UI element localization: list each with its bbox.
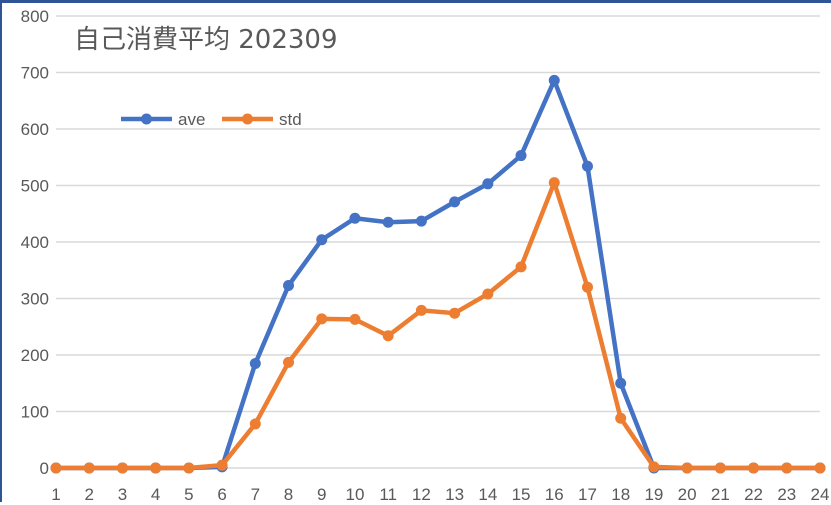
data-point-marker (515, 261, 527, 273)
x-tick-label: 2 (84, 485, 93, 504)
y-tick-label: 700 (21, 64, 49, 83)
x-tick-label: 17 (578, 485, 597, 504)
chart-title: 自己消費平均 202309 (74, 25, 338, 55)
x-tick-label: 4 (151, 485, 160, 504)
x-tick-label: 19 (644, 485, 663, 504)
data-point-marker (581, 160, 593, 172)
series-line (56, 78, 820, 471)
data-point-marker (249, 357, 261, 369)
x-tick-label: 3 (118, 485, 127, 504)
data-point-marker (482, 178, 494, 190)
data-point-marker (615, 377, 627, 389)
x-tick-label: 14 (478, 485, 497, 504)
x-tick-label: 10 (345, 485, 364, 504)
gridlines (56, 15, 820, 469)
data-point-marker (648, 461, 660, 473)
data-point-marker (515, 150, 527, 162)
data-point-marker (283, 356, 295, 368)
data-point-marker (548, 177, 560, 189)
data-point-marker (415, 215, 427, 227)
legend-item-std: std (222, 110, 302, 129)
data-point-marker (183, 462, 195, 474)
data-point-marker (681, 462, 693, 474)
data-point-marker (316, 313, 328, 325)
data-point-marker (216, 459, 228, 471)
legend-marker-icon (242, 113, 253, 125)
data-point-marker (283, 280, 295, 292)
data-point-marker (548, 74, 560, 86)
x-tick-label: 21 (711, 485, 730, 504)
data-point-marker (581, 281, 593, 293)
data-point-marker (349, 212, 361, 224)
x-tick-label: 11 (379, 485, 397, 504)
x-tick-label: 24 (811, 485, 830, 504)
data-point-marker (249, 418, 261, 430)
x-tick-label: 22 (744, 485, 763, 504)
legend-label: std (279, 110, 302, 129)
legend-label: ave (178, 110, 205, 129)
data-point-marker (814, 462, 826, 474)
x-tick-label: 23 (777, 485, 796, 504)
y-tick-label: 100 (21, 403, 49, 422)
legend-marker-icon (141, 113, 152, 125)
y-tick-label: 500 (21, 177, 49, 196)
legend: ave std (121, 110, 302, 129)
x-tick-label: 18 (611, 485, 630, 504)
data-point-marker (482, 288, 494, 300)
data-point-marker (83, 462, 95, 474)
x-tick-label: 1 (51, 485, 60, 504)
data-point-marker (382, 330, 394, 342)
x-axis-labels: 1 2 3 4 5 6 7 8 9 10 11 12 13 14 15 16 17 18 19 20 21 22 23 24 (51, 485, 829, 504)
x-tick-label: 12 (412, 485, 431, 504)
x-tick-label: 16 (545, 485, 564, 504)
y-tick-label: 0 (40, 459, 49, 478)
x-tick-label: 20 (678, 485, 697, 504)
data-point-marker (781, 462, 793, 474)
x-tick-label: 5 (184, 485, 193, 504)
series-lines (50, 74, 826, 474)
x-tick-label: 13 (445, 485, 464, 504)
x-tick-label: 7 (251, 485, 260, 504)
data-point-marker (349, 313, 361, 325)
series-line (56, 180, 820, 471)
data-point-marker (415, 304, 427, 316)
x-tick-label: 9 (317, 485, 326, 504)
x-tick-label: 6 (217, 485, 226, 504)
legend-item-ave: ave (121, 110, 205, 129)
data-point-marker (714, 462, 726, 474)
data-point-marker (316, 234, 328, 246)
data-point-marker (50, 462, 62, 474)
x-tick-label: 8 (284, 485, 293, 504)
data-point-marker (382, 216, 394, 228)
y-tick-label: 200 (21, 346, 49, 365)
series-ave (50, 74, 826, 474)
data-point-marker (615, 412, 627, 424)
y-tick-label: 600 (21, 120, 49, 139)
data-point-marker (449, 196, 461, 208)
data-point-marker (116, 462, 128, 474)
x-tick-label: 15 (512, 485, 531, 504)
y-tick-label: 400 (21, 233, 49, 252)
y-axis-labels: 0 100 200 300 400 500 600 700 800 (21, 7, 49, 478)
y-tick-label: 800 (21, 7, 49, 26)
series-std (50, 177, 826, 474)
data-point-marker (449, 307, 461, 319)
data-point-marker (748, 462, 760, 474)
data-point-marker (150, 462, 162, 474)
y-tick-label: 300 (21, 290, 49, 309)
